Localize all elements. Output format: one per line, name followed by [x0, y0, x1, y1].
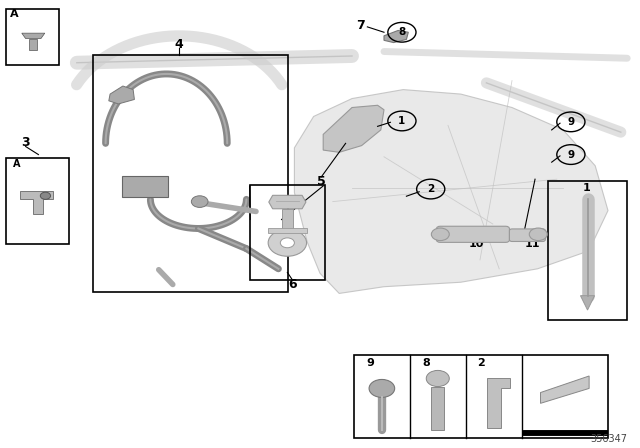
Text: 8: 8 — [398, 27, 406, 37]
Polygon shape — [29, 39, 37, 50]
Text: 11: 11 — [525, 239, 540, 249]
Polygon shape — [541, 376, 589, 403]
Text: 6: 6 — [288, 278, 297, 291]
Circle shape — [431, 228, 449, 241]
Polygon shape — [20, 191, 53, 214]
Polygon shape — [22, 33, 45, 39]
Circle shape — [426, 370, 449, 387]
Text: A: A — [13, 159, 20, 169]
Text: 9: 9 — [567, 117, 575, 127]
Polygon shape — [109, 86, 134, 104]
Circle shape — [280, 238, 294, 248]
Text: 356347: 356347 — [590, 434, 627, 444]
Text: A: A — [10, 9, 19, 19]
Polygon shape — [487, 379, 509, 428]
Polygon shape — [269, 195, 306, 209]
Circle shape — [529, 228, 547, 241]
Circle shape — [191, 196, 208, 207]
Text: 7: 7 — [356, 19, 365, 33]
Text: 2: 2 — [427, 184, 435, 194]
Text: 9: 9 — [367, 358, 374, 368]
Text: 2: 2 — [477, 358, 484, 368]
FancyBboxPatch shape — [431, 387, 444, 430]
Circle shape — [369, 379, 395, 397]
Circle shape — [268, 229, 307, 256]
Polygon shape — [323, 105, 384, 152]
Text: 10: 10 — [469, 239, 484, 249]
Text: 9: 9 — [567, 150, 575, 159]
FancyBboxPatch shape — [122, 176, 168, 197]
Text: 1: 1 — [398, 116, 406, 126]
Circle shape — [40, 192, 51, 199]
Polygon shape — [294, 90, 608, 293]
Polygon shape — [384, 30, 408, 43]
Text: 3: 3 — [21, 136, 30, 149]
FancyBboxPatch shape — [436, 226, 509, 242]
Text: 4: 4 — [175, 38, 184, 52]
Text: 8: 8 — [422, 358, 430, 368]
Polygon shape — [580, 296, 595, 310]
FancyBboxPatch shape — [509, 229, 545, 241]
FancyBboxPatch shape — [268, 228, 307, 233]
Text: 5: 5 — [317, 175, 326, 188]
Text: 1: 1 — [583, 183, 591, 193]
FancyBboxPatch shape — [282, 209, 293, 231]
